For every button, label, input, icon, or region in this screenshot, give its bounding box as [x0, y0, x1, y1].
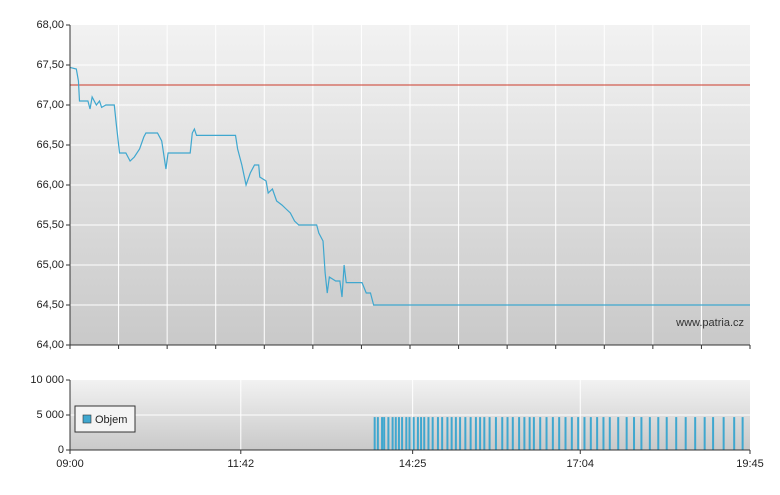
- y-tick-label: 67,50: [36, 59, 64, 71]
- volume-bar: [596, 417, 599, 450]
- volume-bar: [408, 417, 411, 450]
- x-tick-label: 14:25: [399, 458, 427, 470]
- volume-bar: [474, 417, 477, 450]
- y-tick-label: 68,00: [36, 19, 64, 31]
- volume-bar: [733, 417, 736, 450]
- y-tick-label: 66,50: [36, 139, 64, 151]
- y-tick-label: 64,50: [36, 299, 64, 311]
- volume-bar: [545, 417, 548, 450]
- volume-bar: [617, 417, 620, 450]
- watermark: www.patria.cz: [675, 317, 744, 329]
- volume-bar: [528, 417, 531, 450]
- volume-bar: [570, 417, 573, 450]
- y-tick-label: 5 000: [36, 409, 64, 421]
- volume-bar: [483, 417, 486, 450]
- volume-bar: [381, 417, 384, 450]
- price-line: [69, 66, 750, 306]
- volume-bar: [511, 417, 514, 450]
- volume-bar: [608, 417, 611, 450]
- y-tick-label: 10 000: [30, 374, 64, 386]
- volume-bar: [441, 417, 444, 450]
- legend-swatch: [82, 414, 92, 424]
- volume-bar: [539, 417, 542, 450]
- volume-bar: [741, 417, 744, 450]
- volume-bar: [494, 417, 497, 450]
- volume-bar: [405, 417, 408, 450]
- volume-bar: [648, 417, 651, 450]
- volume-bar: [373, 417, 376, 450]
- volume-bar: [416, 417, 419, 450]
- volume-bar: [469, 417, 472, 450]
- volume-bar: [523, 417, 526, 450]
- y-tick-label: 65,50: [36, 219, 64, 231]
- volume-bar: [577, 417, 580, 450]
- volume-bar: [675, 417, 678, 450]
- volume-bar: [712, 417, 715, 450]
- volume-bar: [376, 417, 379, 450]
- volume-bar: [412, 417, 415, 450]
- volume-bar: [397, 417, 400, 450]
- volume-bar: [423, 417, 426, 450]
- volume-bar: [589, 417, 592, 450]
- volume-bar: [558, 417, 561, 450]
- volume-bar: [383, 417, 386, 450]
- volume-bar: [703, 417, 706, 450]
- volume-bar: [479, 417, 482, 450]
- volume-bar: [551, 417, 554, 450]
- volume-bar: [722, 417, 725, 450]
- volume-bar: [633, 417, 636, 450]
- volume-bar: [401, 417, 404, 450]
- volume-bar: [391, 417, 394, 450]
- volume-bar: [640, 417, 643, 450]
- volume-bar: [501, 417, 504, 450]
- volume-bar: [427, 417, 430, 450]
- volume-bar: [684, 417, 687, 450]
- volume-bar: [657, 417, 660, 450]
- volume-bar: [518, 417, 521, 450]
- volume-bar: [436, 417, 439, 450]
- volume-bar: [583, 417, 586, 450]
- y-tick-label: 67,00: [36, 99, 64, 111]
- volume-bar: [506, 417, 509, 450]
- y-tick-label: 66,00: [36, 179, 64, 191]
- volume-bar: [450, 417, 453, 450]
- volume-bar: [464, 417, 467, 450]
- volume-bar: [420, 417, 423, 450]
- volume-bar: [394, 417, 397, 450]
- y-tick-label: 65,00: [36, 259, 64, 271]
- x-tick-label: 19:45: [736, 458, 764, 470]
- volume-bar: [454, 417, 457, 450]
- volume-bar: [694, 417, 697, 450]
- volume-bar: [665, 417, 668, 450]
- volume-bar: [625, 417, 628, 450]
- y-tick-label: 0: [58, 444, 64, 456]
- volume-bar: [459, 417, 462, 450]
- x-tick-label: 11:42: [227, 458, 254, 470]
- volume-bar: [532, 417, 535, 450]
- legend-label: Objem: [95, 414, 127, 426]
- volume-bar: [446, 417, 449, 450]
- volume-bar: [488, 417, 491, 450]
- volume-bar: [564, 417, 567, 450]
- x-tick-label: 09:00: [56, 458, 84, 470]
- x-tick-label: 17:04: [566, 458, 594, 470]
- y-tick-label: 64,00: [36, 339, 64, 351]
- volume-bar: [387, 417, 390, 450]
- volume-bar: [602, 417, 605, 450]
- volume-bar: [431, 417, 434, 450]
